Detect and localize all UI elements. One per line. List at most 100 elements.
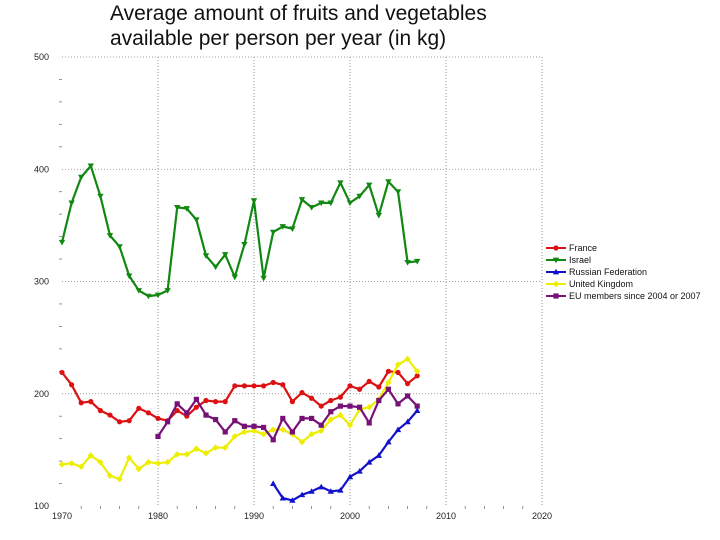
data-point xyxy=(260,275,267,282)
data-point xyxy=(289,399,295,405)
y-tick-label: 200 xyxy=(34,389,49,399)
data-point xyxy=(346,200,354,207)
y-minor-ticks xyxy=(59,79,62,484)
data-point xyxy=(404,260,411,266)
data-point xyxy=(203,397,209,404)
data-point xyxy=(222,399,228,405)
data-point xyxy=(174,451,181,458)
series-united-kingdom xyxy=(58,355,421,483)
y-tick-label: 100 xyxy=(34,501,49,511)
series-france xyxy=(59,368,420,425)
data-point xyxy=(145,293,152,300)
data-point xyxy=(337,180,344,186)
data-point xyxy=(164,288,171,294)
data-point xyxy=(414,373,420,379)
data-point xyxy=(97,193,104,200)
data-point xyxy=(58,239,66,246)
data-point xyxy=(222,429,228,435)
data-point xyxy=(414,368,421,375)
data-point xyxy=(183,206,190,212)
data-point xyxy=(116,244,123,250)
data-point xyxy=(375,212,382,219)
data-point xyxy=(337,411,344,419)
data-point xyxy=(106,233,114,239)
data-point xyxy=(356,193,363,200)
data-point xyxy=(327,200,334,207)
data-point xyxy=(318,200,325,207)
legend-marker xyxy=(553,245,559,251)
data-point xyxy=(337,403,343,409)
data-point xyxy=(135,288,142,294)
data-point xyxy=(183,451,190,458)
legend-marker xyxy=(552,257,560,264)
data-point xyxy=(280,415,286,422)
data-point xyxy=(241,428,248,436)
data-point xyxy=(68,200,75,207)
data-point xyxy=(164,459,171,466)
data-point xyxy=(213,416,219,423)
data-point xyxy=(184,410,190,416)
data-point xyxy=(280,382,286,388)
data-point xyxy=(279,494,286,501)
data-point xyxy=(357,404,363,410)
data-point xyxy=(213,399,219,405)
data-point xyxy=(347,383,353,389)
data-point xyxy=(135,465,142,473)
data-point xyxy=(87,452,94,459)
data-point xyxy=(414,258,421,265)
chart-title-line-2: available per person per year (in kg) xyxy=(110,27,447,50)
data-point xyxy=(385,438,392,445)
data-point xyxy=(126,454,133,461)
legend-entry-russian-federation: Russian Federation xyxy=(546,267,647,277)
data-point xyxy=(318,403,324,409)
legend-marker xyxy=(552,280,560,288)
legend-marker xyxy=(552,268,560,275)
data-point xyxy=(318,422,324,428)
data-point xyxy=(145,459,152,466)
data-point xyxy=(337,394,343,400)
legend-entry-united-kingdom: United Kingdom xyxy=(546,279,633,289)
data-point xyxy=(260,430,267,438)
data-point xyxy=(298,438,306,446)
data-point xyxy=(251,383,257,389)
data-point xyxy=(270,426,277,433)
data-point xyxy=(193,445,200,452)
data-point xyxy=(116,475,123,483)
data-point xyxy=(155,415,161,422)
data-point xyxy=(212,444,219,451)
data-point xyxy=(78,174,85,181)
data-point xyxy=(405,381,411,387)
legend-label: EU members since 2004 or 2007 xyxy=(569,291,701,301)
data-point xyxy=(270,480,277,486)
y-tick-label: 500 xyxy=(34,52,49,62)
data-point xyxy=(394,189,402,195)
data-point xyxy=(309,395,315,401)
x-tick-label: 2020 xyxy=(532,511,552,521)
data-point xyxy=(366,420,372,426)
legend-label: France xyxy=(569,243,597,253)
data-point xyxy=(117,419,123,425)
data-point xyxy=(270,437,276,443)
series-russian-federation xyxy=(270,407,421,503)
data-point xyxy=(346,473,354,480)
data-point xyxy=(222,252,229,258)
data-point xyxy=(318,483,325,490)
data-point xyxy=(59,369,65,376)
data-point xyxy=(232,418,238,424)
x-tick-label: 2000 xyxy=(340,511,360,521)
data-point xyxy=(155,433,161,440)
data-point xyxy=(97,459,104,466)
data-point xyxy=(376,384,382,390)
data-point xyxy=(299,415,305,422)
legend-label: Israel xyxy=(569,255,591,265)
data-point xyxy=(385,368,391,374)
y-tick-label: 300 xyxy=(34,277,49,287)
data-point xyxy=(366,378,372,385)
series-line xyxy=(61,357,419,481)
data-point xyxy=(88,399,94,405)
series-eu-members-since-2004-or-2007 xyxy=(155,386,420,443)
data-point xyxy=(404,355,411,363)
data-point xyxy=(414,403,420,409)
data-point xyxy=(154,460,162,467)
data-point xyxy=(107,412,113,418)
